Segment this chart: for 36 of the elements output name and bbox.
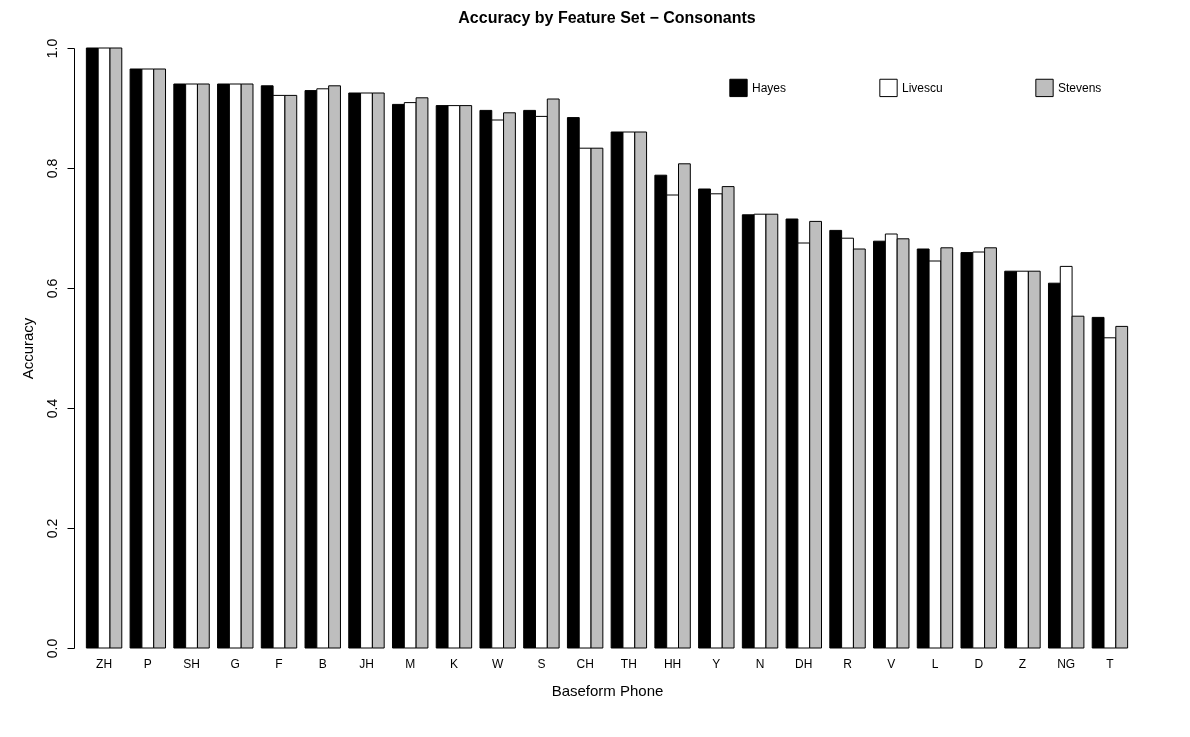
- x-tick-label: R: [843, 656, 853, 671]
- x-tick-label: D: [974, 656, 984, 671]
- x-tick-label: Z: [1018, 656, 1027, 671]
- x-tick-label: CH: [576, 656, 594, 671]
- x-tick-label: F: [275, 656, 283, 671]
- x-tick-label: G: [230, 656, 240, 671]
- legend-label: Hayes: [752, 80, 787, 95]
- y-axis-title: Accuracy: [18, 317, 36, 380]
- x-tick-label: DH: [795, 656, 813, 671]
- x-tick-label: M: [405, 656, 416, 671]
- x-tick-label: SH: [183, 656, 200, 671]
- x-tick-label: K: [449, 656, 458, 671]
- x-tick-label: NG: [1057, 656, 1076, 671]
- chart-title: Accuracy by Feature Set − Consonants: [458, 9, 756, 27]
- x-tick-label: ZH: [96, 656, 113, 671]
- y-tick-label: 0.0: [43, 638, 60, 659]
- x-tick-label: N: [755, 656, 765, 671]
- x-tick-label: S: [537, 656, 546, 671]
- y-tick-label: 0.2: [43, 518, 60, 539]
- x-tick-label: JH: [359, 656, 374, 671]
- x-tick-label: TH: [620, 656, 637, 671]
- legend-label: Stevens: [1058, 80, 1102, 95]
- y-tick-label: 0.6: [43, 278, 60, 299]
- x-tick-label: B: [318, 656, 327, 671]
- legend-label: Livescu: [902, 80, 943, 95]
- y-tick-label: 0.4: [43, 398, 60, 419]
- x-tick-label: V: [887, 656, 896, 671]
- y-tick-label: 0.8: [43, 158, 60, 179]
- x-tick-label: Y: [712, 656, 721, 671]
- x-axis-title: Baseform Phone: [551, 681, 664, 699]
- x-tick-label: W: [492, 656, 505, 671]
- x-tick-label: HH: [663, 656, 682, 671]
- x-tick-label: L: [931, 656, 939, 671]
- x-tick-label: T: [1106, 656, 1115, 671]
- y-tick-label: 1.0: [43, 38, 60, 59]
- x-tick-label: P: [143, 656, 152, 671]
